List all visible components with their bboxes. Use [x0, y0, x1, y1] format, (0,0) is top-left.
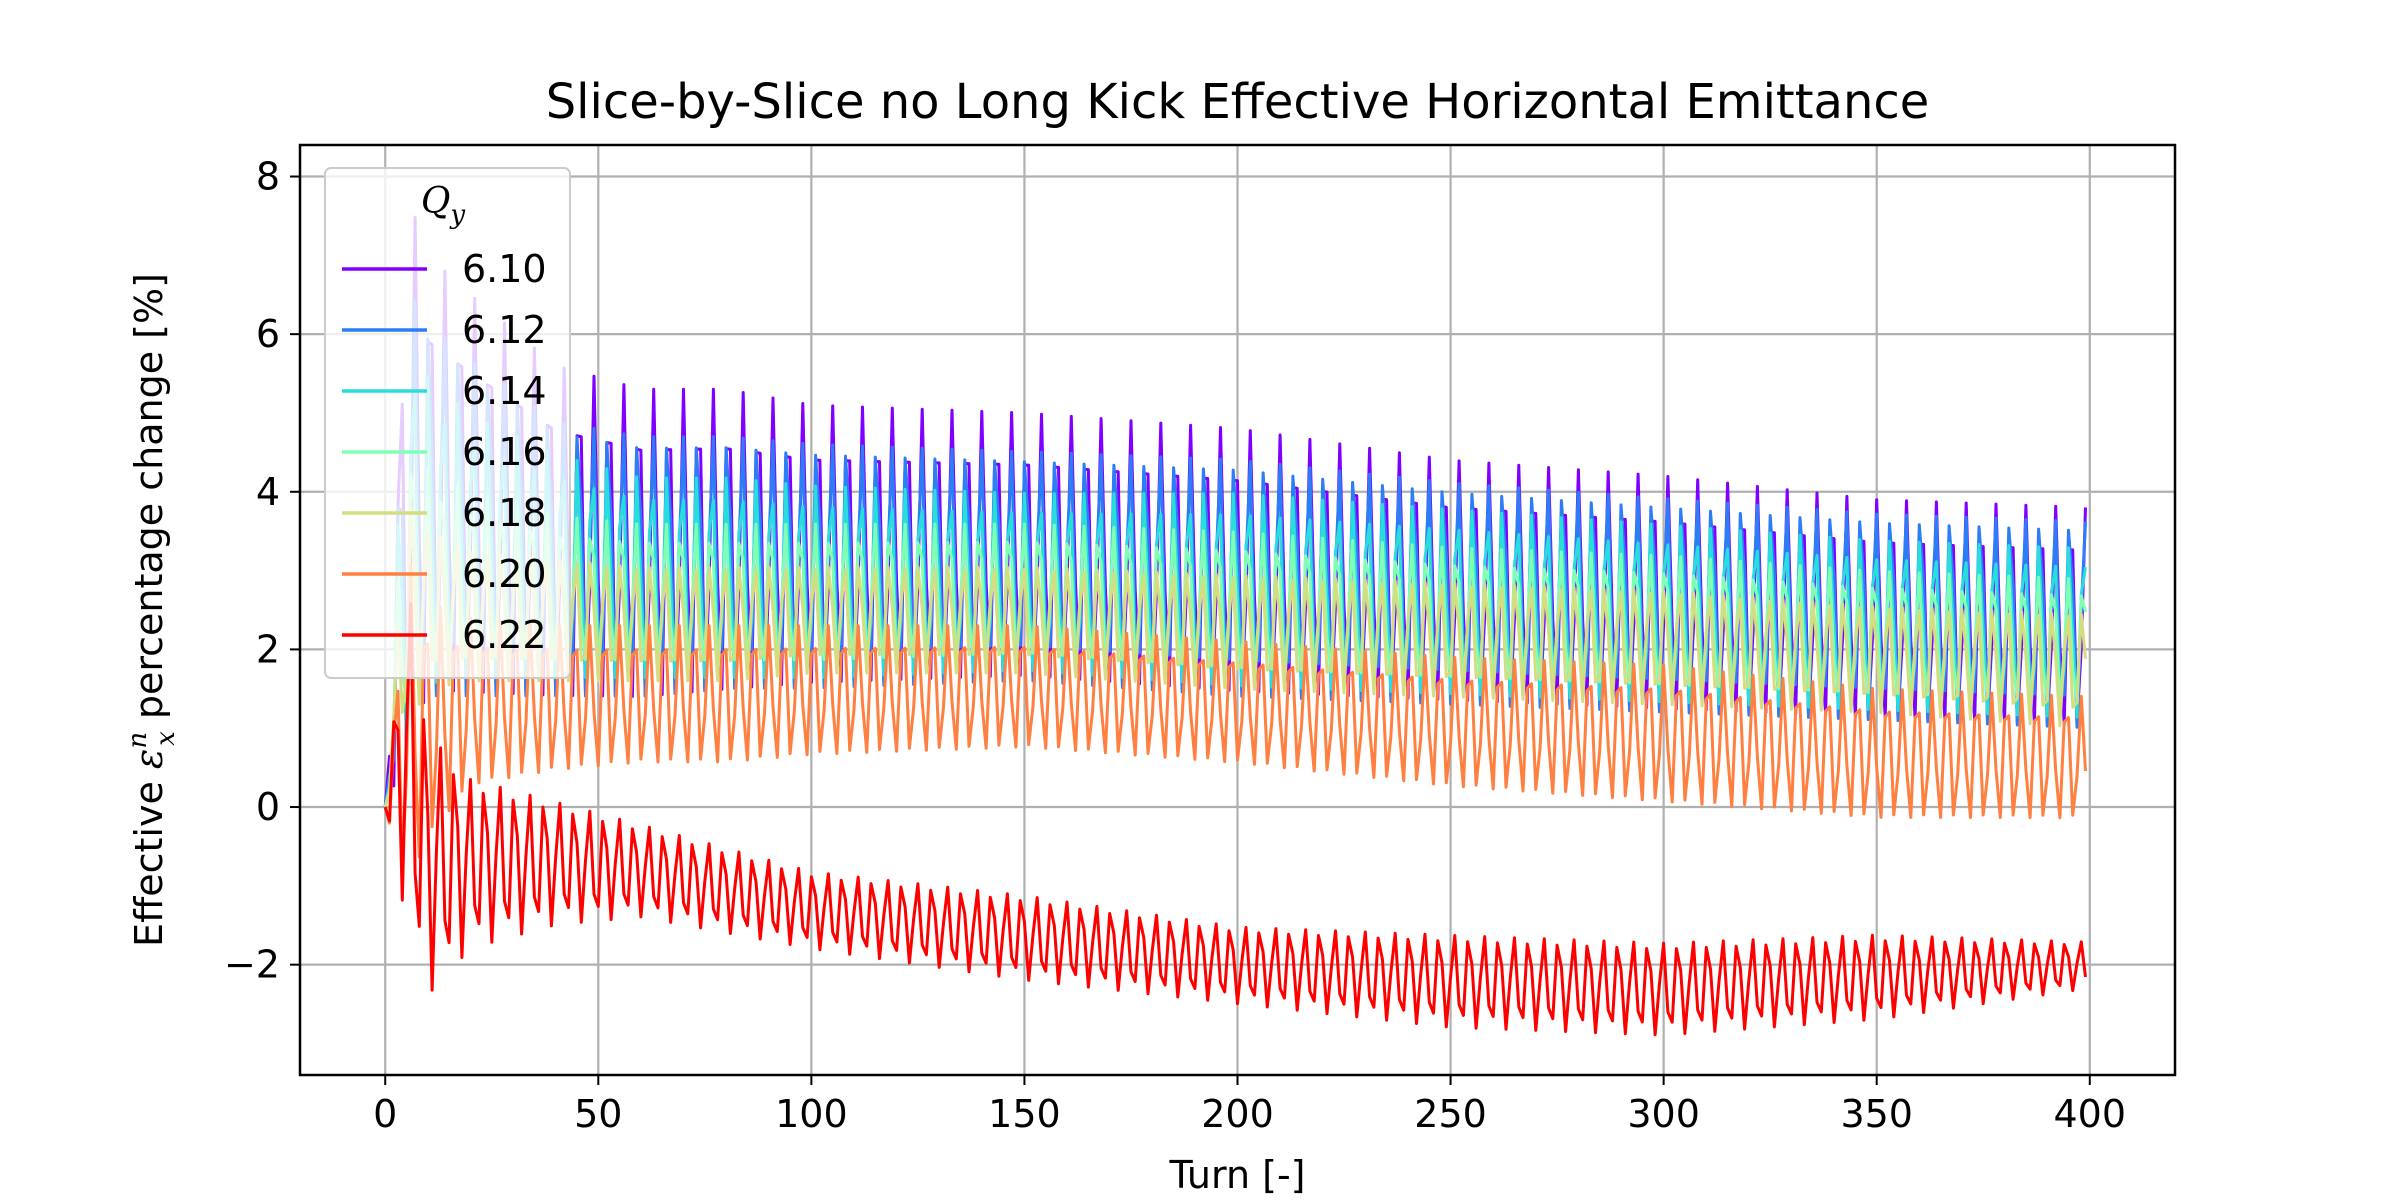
series-line-6-22: [383, 602, 2087, 1037]
series-line-6-20: [383, 563, 2087, 868]
x-tick-label: 50: [574, 1092, 622, 1136]
x-axis-label: Turn [-]: [1168, 1153, 1305, 1197]
y-axis-label-superscript: n: [123, 732, 153, 749]
x-tick-label: 200: [1201, 1092, 1274, 1136]
legend-label: 6.20: [462, 552, 547, 596]
y-axis-label-symbol: ε: [127, 749, 171, 769]
legend-entries: 6.10 6.12 6.14 6.16 6.18 6.20 6.22: [342, 247, 547, 657]
legend-box: [324, 167, 571, 679]
legend-label: 6.14: [462, 369, 547, 413]
series-lines: [383, 216, 2087, 1037]
x-tick-label: 100: [775, 1092, 848, 1136]
series-line-6-12: [383, 298, 2087, 808]
y-axis-label-suffix: percentage change [%]: [127, 273, 171, 731]
legend-title: Qy: [421, 181, 466, 230]
y-tick-label: 6: [256, 312, 280, 356]
legend-label: 6.18: [462, 491, 547, 535]
y-tick-label: 0: [256, 785, 280, 829]
x-tick-label: 250: [1414, 1092, 1487, 1136]
legend-title-symbol: Q: [421, 181, 451, 222]
y-axis-label-subscript: x: [151, 731, 181, 746]
legend-label: 6.22: [462, 613, 547, 657]
legend: Qy 6.10 6.12 6.14 6.16 6.18 6.20 6.22: [324, 167, 571, 679]
x-tick-label: 0: [373, 1092, 397, 1136]
legend-label: 6.16: [462, 430, 547, 474]
y-tick-label: 8: [256, 155, 280, 199]
x-tick-label: 400: [2054, 1092, 2127, 1136]
x-tick-label: 300: [1627, 1092, 1700, 1136]
y-tick-label: −2: [224, 943, 280, 987]
series-line-6-14: [383, 375, 2087, 808]
y-tick-label: 4: [256, 470, 280, 514]
x-tick-label: 350: [1840, 1092, 1913, 1136]
legend-title-subscript: y: [449, 200, 465, 230]
y-axis-label: Effective εnx percentage change [%]: [123, 273, 181, 947]
y-tick-label: 2: [256, 627, 280, 671]
series-line-6-18: [383, 505, 2087, 808]
chart-title: Slice-by-Slice no Long Kick Effective Ho…: [546, 74, 1930, 130]
axis-ticks: 0 50 100 150 200 250 300 350 400 −2 0 2 4 6 8: [224, 155, 2126, 1136]
y-axis-label-prefix: Effective: [127, 769, 171, 947]
series-line-6-16: [383, 467, 2087, 808]
x-tick-label: 150: [988, 1092, 1061, 1136]
legend-label: 6.10: [462, 247, 547, 291]
legend-label: 6.12: [462, 308, 547, 352]
